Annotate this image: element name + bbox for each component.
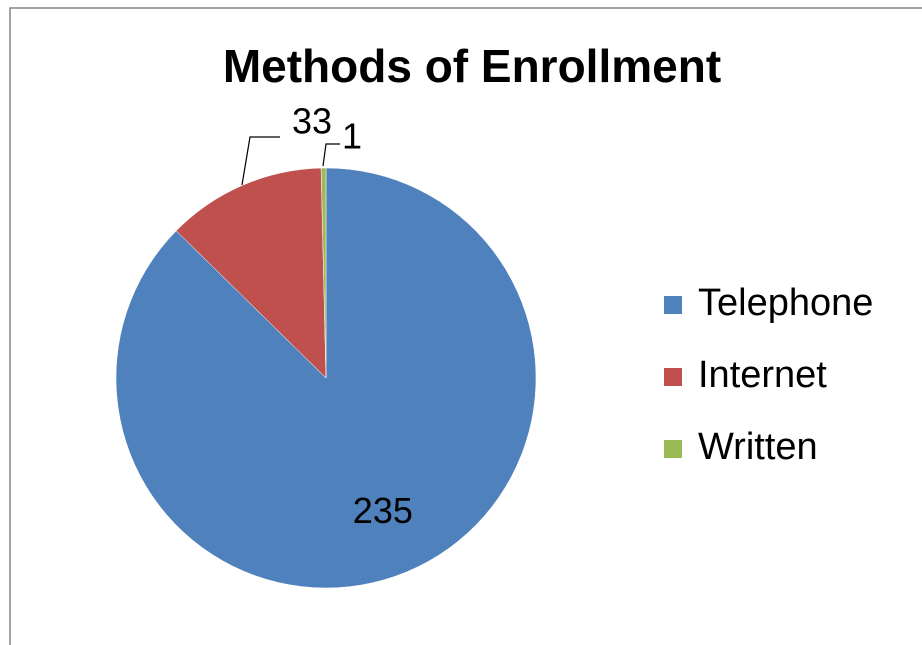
legend-swatch [664,440,682,458]
legend-label: Internet [698,354,827,396]
data-label: 1 [342,116,362,157]
chart-title: Methods of Enrollment [223,40,721,92]
pie-slice [320,167,327,379]
data-label: 235 [353,490,413,531]
legend-label: Written [698,426,818,468]
leader-line [241,136,280,186]
pie-slice [175,167,327,379]
legend-swatch [664,296,682,314]
legend-label: Telephone [698,282,873,324]
leader-line [322,143,340,167]
data-label: 33 [292,101,332,142]
legend-swatch [664,368,682,386]
